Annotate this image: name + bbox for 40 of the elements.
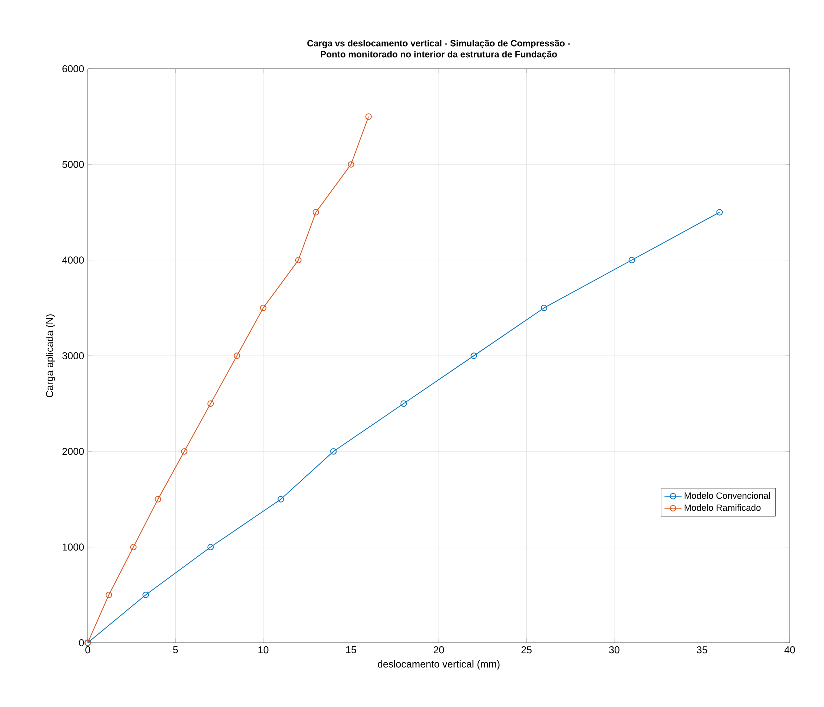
y-tick-label: 3000 — [62, 352, 84, 360]
x-tick-label: 5 — [173, 646, 178, 654]
x-tick-label: 25 — [522, 646, 532, 654]
point — [348, 161, 354, 168]
x-tick-label: 0 — [86, 646, 90, 654]
point — [628, 257, 636, 264]
point — [208, 544, 214, 551]
x-tick-label: 15 — [346, 646, 356, 654]
point — [470, 352, 478, 360]
y-tick-label: 4000 — [62, 256, 84, 264]
x-tick-label: 10 — [258, 646, 269, 654]
point — [130, 544, 137, 551]
y-tick-label: 6000 — [62, 65, 84, 73]
point — [260, 304, 267, 312]
point — [400, 400, 408, 408]
y-tick-label: 2000 — [62, 448, 84, 456]
legend-label: Modelo Convencional — [684, 492, 770, 500]
point — [208, 400, 214, 408]
point — [330, 448, 337, 455]
x-tick-label: 35 — [697, 646, 708, 654]
point — [106, 592, 112, 598]
y-tick-label: 5000 — [62, 161, 84, 168]
point — [234, 352, 240, 360]
point — [312, 209, 320, 216]
point — [295, 257, 302, 264]
point — [278, 496, 284, 503]
chart-title: Carga vs deslocamento vertical - Simulação de Compressão - Ponto monitorado no interior da estrutura de Fundação — [308, 40, 570, 60]
legend-label: Modelo Ramificado — [684, 504, 761, 512]
point — [181, 448, 188, 455]
x-tick-label: 40 — [784, 646, 796, 654]
x-tick-label: 20 — [434, 646, 444, 654]
point — [366, 114, 372, 120]
point — [142, 592, 150, 598]
y-axis-title: Carga aplicada (N) — [46, 314, 56, 398]
point — [155, 496, 162, 503]
y-tick-label: 0 — [79, 639, 84, 647]
y-tick-label: 1000 — [62, 544, 84, 551]
x-axis-title: deslocamento vertical (mm) — [378, 660, 500, 670]
point — [541, 304, 548, 312]
x-tick-label: 30 — [609, 646, 620, 654]
